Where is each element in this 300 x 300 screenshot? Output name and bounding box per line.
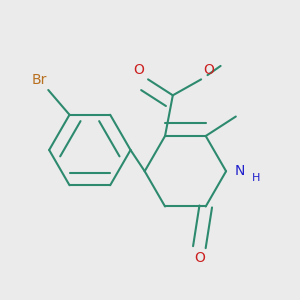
Text: O: O	[194, 251, 205, 266]
Text: H: H	[252, 172, 260, 183]
Text: N: N	[235, 164, 245, 178]
Text: O: O	[134, 62, 145, 76]
Text: Br: Br	[31, 73, 46, 87]
Text: O: O	[203, 62, 214, 76]
